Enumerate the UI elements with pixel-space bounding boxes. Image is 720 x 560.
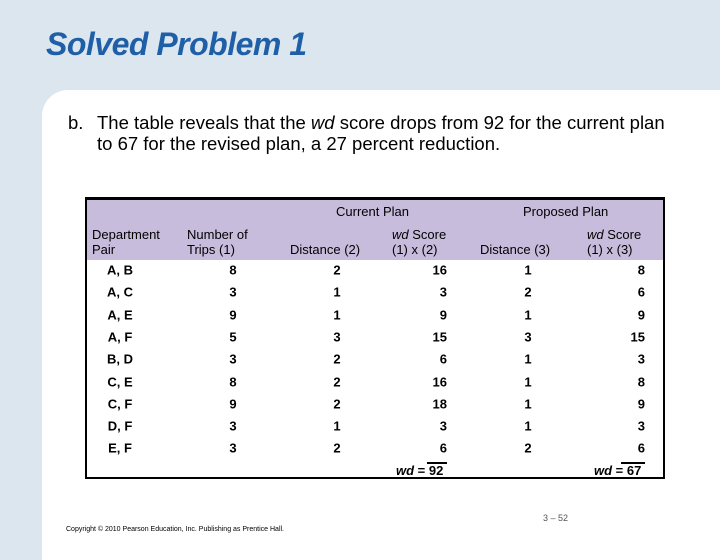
table-cell: 8 xyxy=(229,262,237,278)
table-cell: A, F xyxy=(107,329,133,345)
bullet-text: b. The table reveals that the wd score d… xyxy=(68,112,668,154)
table-cell: 6 xyxy=(637,284,645,300)
table-cell: 1 xyxy=(333,418,341,434)
text: score drops from 92 for the current plan… xyxy=(97,112,665,154)
sum-underline xyxy=(621,462,645,464)
table-cell: 2 xyxy=(524,284,532,300)
table-header xyxy=(87,200,663,260)
content-panel xyxy=(42,90,720,560)
table-cell: 1 xyxy=(524,351,532,367)
table-cell: E, F xyxy=(108,440,132,456)
data-table: Current Plan Proposed Plan Department Pai… xyxy=(85,197,665,479)
table-cell: 15 xyxy=(432,329,447,345)
table-cell: 1 xyxy=(524,396,532,412)
table-cell: 2 xyxy=(333,351,341,367)
table-cell: 6 xyxy=(637,440,645,456)
table-cell: 1 xyxy=(524,262,532,278)
header-wd3: wd Score (1) x (3) xyxy=(587,227,642,257)
table-cell: 2 xyxy=(333,396,341,412)
table-cell: 3 xyxy=(439,418,447,434)
bullet-label: b. xyxy=(68,112,84,133)
table-cell: 5 xyxy=(229,329,237,345)
table-cell: 2 xyxy=(524,440,532,456)
table-cell: 8 xyxy=(637,374,645,389)
table-cell: 3 xyxy=(637,418,645,434)
group-current: Current Plan xyxy=(336,204,409,219)
table-cell: A, E xyxy=(107,307,133,323)
page-number: 3 – 52 xyxy=(543,513,569,523)
text: The table reveals that the xyxy=(97,112,311,133)
table-cell: 9 xyxy=(439,307,447,323)
table-cell: A, C xyxy=(107,284,133,300)
table-cell: 1 xyxy=(524,374,532,389)
table-cell: 1 xyxy=(524,418,532,434)
table-cell: 3 xyxy=(637,351,645,367)
table-cell: 3 xyxy=(229,418,237,434)
header-dist3: Distance (3) xyxy=(480,242,551,257)
table-cell: 3 xyxy=(229,284,237,300)
sum-underline xyxy=(427,462,447,464)
total-proposed: wd = 67 xyxy=(594,463,642,478)
header-trips: Number of Trips (1) xyxy=(187,227,248,257)
table-cell: C, E xyxy=(107,374,133,389)
table-cell: 1 xyxy=(333,307,341,323)
table-cell: D, F xyxy=(107,418,133,434)
table-cell: A, B xyxy=(107,262,133,278)
table-cell: 8 xyxy=(637,262,645,278)
table-cell: 9 xyxy=(637,396,645,412)
copyright: Copyright © 2010 Pearson Education, Inc.… xyxy=(66,526,285,533)
table-cell: 3 xyxy=(439,284,447,300)
text-em: wd xyxy=(310,112,335,133)
table-cell: 3 xyxy=(333,329,341,345)
header-dist2: Distance (2) xyxy=(290,242,361,257)
table-cell: 3 xyxy=(524,329,532,345)
table-cell: 2 xyxy=(333,374,341,389)
group-proposed: Proposed Plan xyxy=(523,204,609,219)
table-cell: 18 xyxy=(432,396,447,412)
table-cell: 8 xyxy=(229,374,237,389)
table-cell: 3 xyxy=(229,440,237,456)
table-cell: B, D xyxy=(107,351,133,367)
table-cell: 15 xyxy=(630,329,645,345)
table-cell: C, F xyxy=(107,396,133,412)
table-cell: 6 xyxy=(439,440,447,456)
header-pair: Department Pair xyxy=(92,227,160,257)
table-cell: 16 xyxy=(432,374,447,389)
header-wd2: wd Score (1) x (2) xyxy=(392,227,447,257)
total-current: wd = 92 xyxy=(396,463,444,478)
table-cell: 9 xyxy=(637,307,645,323)
table-cell: 9 xyxy=(229,307,237,323)
slide-title: Solved Problem 1 xyxy=(46,26,307,62)
table-cell: 2 xyxy=(333,440,341,456)
table-cell: 3 xyxy=(229,351,237,367)
table-cell: 6 xyxy=(439,351,447,367)
table-cell: 16 xyxy=(432,262,447,278)
table-cell: 2 xyxy=(333,262,341,278)
table-cell: 1 xyxy=(524,307,532,323)
table-cell: 1 xyxy=(333,284,341,300)
table-cell: 9 xyxy=(229,396,237,412)
